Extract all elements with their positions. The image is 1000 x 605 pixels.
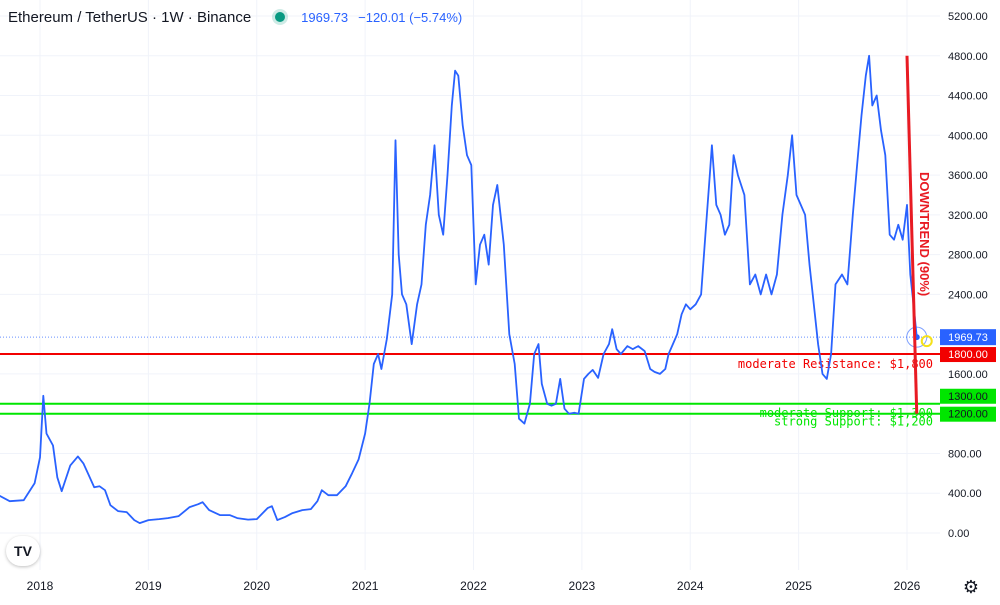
symbol-title[interactable]: Ethereum / TetherUS · 1W · Binance bbox=[8, 8, 252, 26]
x-tick-label: 2019 bbox=[135, 579, 162, 593]
downtrend-label: DOWNTREND (90%) bbox=[917, 172, 932, 296]
y-tick-label: 1600.00 bbox=[948, 369, 988, 381]
grid bbox=[0, 0, 940, 570]
annotations: 1969.73 DOWNTREND (90%) bbox=[905, 55, 996, 414]
level-price-tag-text: 1800.00 bbox=[948, 349, 988, 361]
level-lines: 1800.00 moderate Resistance: $1,800 1300.0… bbox=[0, 336, 996, 429]
y-tick-label: 3600.00 bbox=[948, 170, 988, 182]
downtrend-line bbox=[905, 55, 919, 414]
y-tick-label: 4000.00 bbox=[948, 130, 988, 142]
current-price-tag-text: 1969.73 bbox=[948, 332, 988, 344]
level-price-tag bbox=[940, 406, 996, 422]
gear-icon[interactable]: ⚙ bbox=[962, 577, 980, 597]
level-price-tag bbox=[940, 347, 996, 363]
y-tick-label: 400.00 bbox=[948, 488, 982, 500]
chart-header: Ethereum / TetherUS · 1W · Binance 1969.… bbox=[8, 6, 462, 28]
current-price-tag bbox=[940, 329, 996, 346]
x-tick-label: 2020 bbox=[243, 579, 270, 593]
price-change: −120.01 (−5.74%) bbox=[358, 9, 463, 25]
x-tick-label: 2025 bbox=[785, 579, 812, 593]
yellow-marker bbox=[920, 335, 933, 348]
level-price-tag bbox=[940, 388, 996, 404]
y-tick-label: 5200.00 bbox=[948, 11, 988, 23]
y-tick-label: 800.00 bbox=[948, 448, 982, 460]
x-tick-label: 2018 bbox=[27, 579, 54, 593]
y-tick-label: 3200.00 bbox=[948, 210, 988, 222]
series-layer bbox=[0, 54, 918, 524]
level-price-tag-text: 1200.00 bbox=[948, 409, 988, 421]
y-tick-label: 0.00 bbox=[948, 528, 969, 540]
y-tick-label: 4800.00 bbox=[948, 51, 988, 63]
price-series-line bbox=[0, 54, 918, 524]
x-tick-label: 2023 bbox=[569, 579, 596, 593]
y-tick-label: 2400.00 bbox=[948, 289, 988, 301]
market-status-dot bbox=[275, 12, 286, 22]
x-tick-label: 2022 bbox=[460, 579, 487, 593]
level-label: strong Support: $1,200 bbox=[774, 415, 933, 429]
tradingview-logo[interactable]: TV bbox=[6, 536, 40, 566]
y-tick-label: 4400.00 bbox=[948, 91, 988, 103]
x-tick-label: 2024 bbox=[677, 579, 704, 593]
x-tick-label: 2026 bbox=[894, 579, 921, 593]
axes: 5200.00 4800.00 4400.00 4000.00 3600.00 3200.… bbox=[27, 11, 988, 593]
last-price: 1969.73 bbox=[301, 9, 349, 25]
level-label: moderate Resistance: $1,800 bbox=[738, 357, 933, 371]
y-tick-label: 2800.00 bbox=[948, 250, 988, 262]
x-tick-label: 2021 bbox=[352, 579, 379, 593]
level-price-tag-text: 1300.00 bbox=[948, 391, 988, 403]
